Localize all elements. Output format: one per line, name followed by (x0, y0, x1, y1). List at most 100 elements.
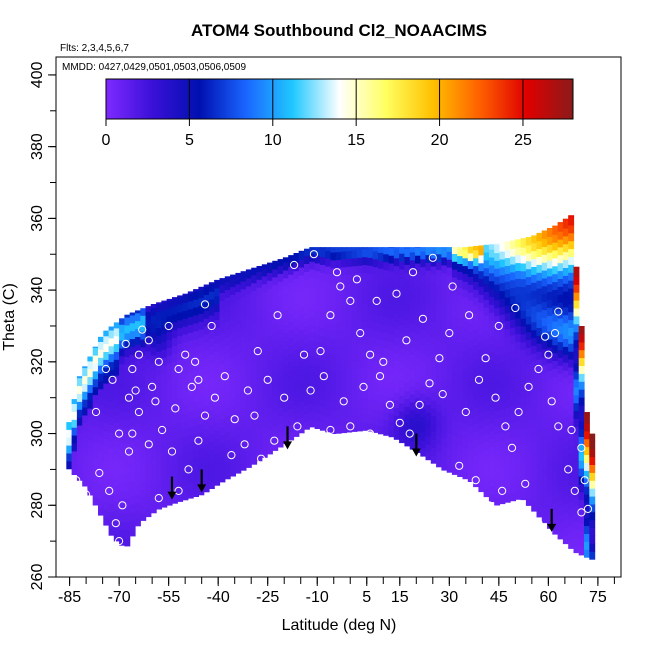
field-cell (478, 278, 485, 287)
field-cell (156, 319, 162, 328)
sample-point (105, 486, 114, 495)
field-cell (568, 461, 575, 470)
field-cell (319, 374, 326, 384)
field-cell (430, 431, 437, 441)
field-cell (150, 489, 157, 498)
colorbar: 0 5 10 15 20 25 (102, 78, 574, 149)
field-cell (198, 455, 205, 464)
field-cell (203, 373, 210, 382)
field-cell (113, 422, 120, 431)
sample-point (72, 476, 81, 485)
field-cell (451, 247, 458, 254)
sample-point (115, 537, 124, 546)
field-cell (108, 326, 115, 331)
field-cell (309, 387, 316, 396)
field-cell (483, 267, 490, 277)
sample-point (200, 300, 210, 309)
field-cell (145, 437, 152, 447)
x-tick-label: 60 (539, 589, 557, 606)
field-cell (282, 404, 289, 413)
field-cell (488, 438, 495, 447)
field-cell (372, 247, 379, 252)
field-cell (388, 270, 395, 280)
field-cell (208, 322, 215, 332)
field-cell (103, 446, 110, 455)
field-cell (256, 397, 263, 406)
field-cell (562, 417, 569, 426)
field-cell (557, 317, 564, 327)
field-cell (140, 409, 147, 419)
field-cell (298, 424, 305, 434)
sample-point (326, 425, 335, 435)
field-cell (98, 499, 104, 508)
field-cell (436, 403, 442, 413)
field-cell (420, 314, 427, 323)
field-cell (562, 298, 569, 308)
field-cell (499, 432, 506, 441)
field-cell (409, 330, 416, 340)
field-cell (436, 435, 442, 444)
field-cell (568, 288, 575, 297)
field-cell (457, 279, 464, 288)
field-cell (256, 405, 263, 414)
field-cell (161, 349, 168, 358)
field-cell (208, 330, 215, 340)
field-cell (298, 259, 305, 268)
field-cell (214, 303, 221, 313)
field-cell (525, 418, 532, 427)
field-cell (525, 308, 532, 317)
field-cell (166, 331, 173, 340)
field-cell (267, 414, 273, 423)
field-cell (393, 313, 400, 322)
field-cell (515, 459, 522, 469)
field-cell (568, 335, 575, 344)
field-cell (214, 429, 221, 439)
field-cell (515, 372, 522, 382)
field-cell (372, 408, 379, 418)
field-cell (488, 493, 495, 503)
field-cell (92, 481, 99, 490)
field-cell (557, 222, 564, 224)
field-cell (557, 499, 564, 508)
field-cell (531, 471, 538, 481)
field-cell (378, 346, 384, 356)
field-cell (224, 281, 231, 290)
field-cell (335, 291, 342, 300)
sample-point (194, 375, 203, 384)
field-cell (267, 422, 273, 431)
field-cell (504, 446, 511, 456)
sample-point (240, 440, 249, 449)
field-cell (351, 336, 358, 346)
field-cell (277, 415, 284, 424)
field-cell (235, 394, 242, 403)
field-cell (372, 274, 379, 283)
field-cell (187, 434, 194, 444)
field-cell (562, 456, 569, 466)
x-tick-label: -40 (207, 589, 230, 606)
field-cell (267, 359, 273, 368)
field-cell (346, 321, 353, 330)
field-cell (219, 395, 226, 404)
field-cell (494, 433, 501, 443)
field-cell (203, 468, 210, 477)
field-cell (319, 367, 326, 376)
field-cell (98, 336, 104, 342)
field-cell (219, 458, 226, 467)
field-cell (256, 373, 263, 383)
field-cell (451, 355, 458, 365)
field-cell (325, 408, 332, 417)
field-cell (568, 319, 575, 328)
field-cell (82, 478, 89, 487)
field-cell (388, 420, 395, 430)
field-cell (568, 406, 575, 415)
field-cell (177, 485, 184, 494)
field-cell (362, 359, 368, 368)
field-cell (494, 315, 501, 325)
field-cell (135, 360, 141, 369)
field-cell (193, 472, 199, 482)
field-cell (113, 493, 120, 502)
field-cell (362, 272, 368, 281)
field-cell (198, 360, 205, 370)
field-cell (415, 357, 421, 367)
field-cell (103, 509, 110, 518)
